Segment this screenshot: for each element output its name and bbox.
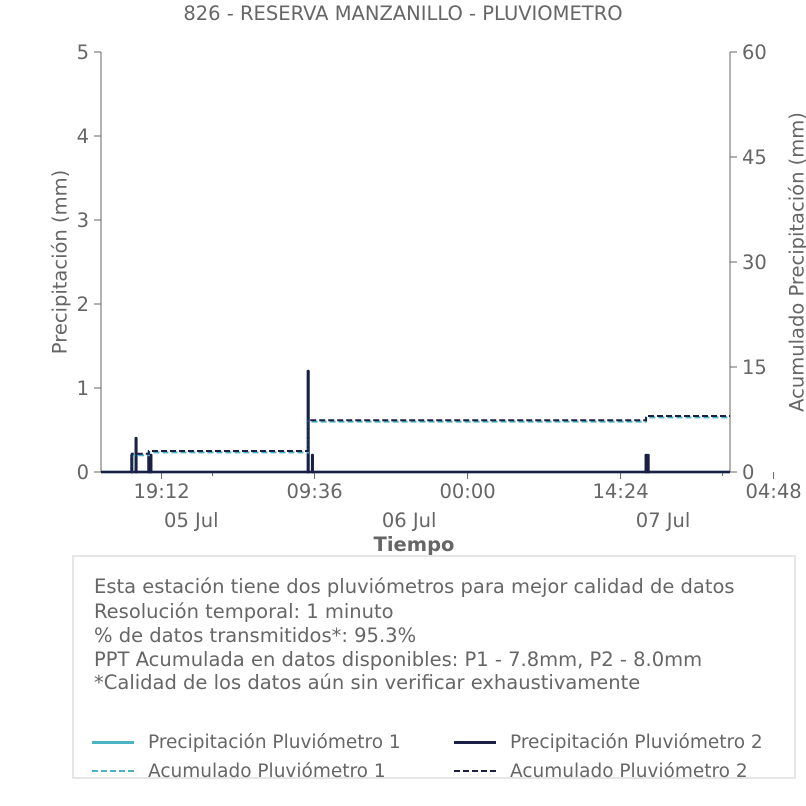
y-tick-label-left: 0 bbox=[77, 461, 89, 484]
x-date-label: 06 Jul bbox=[382, 509, 437, 532]
y-tick-label-left: 5 bbox=[77, 41, 89, 64]
legend-item-p1-precip: Precipitación Pluviómetro 1 bbox=[92, 730, 401, 754]
x-tick-label: 04:48 bbox=[745, 480, 801, 503]
note-line: *Calidad de los datos aún sin verificar … bbox=[94, 671, 641, 694]
accum-line bbox=[101, 415, 730, 473]
x-tick-label: 09:36 bbox=[286, 480, 342, 503]
legend-swatch bbox=[454, 770, 496, 772]
legend-label: Acumulado Pluviómetro 1 bbox=[148, 760, 386, 782]
legend-swatch bbox=[92, 770, 134, 772]
x-date-label: 05 Jul bbox=[164, 509, 219, 532]
legend-label: Precipitación Pluviómetro 2 bbox=[510, 731, 763, 753]
x-date-label: 07 Jul bbox=[636, 509, 691, 532]
chart-title: 826 - RESERVA MANZANILLO - PLUVIOMETRO bbox=[183, 2, 623, 25]
legend-item-p2-precip: Precipitación Pluviómetro 2 bbox=[454, 730, 763, 754]
note-line: Esta estación tiene dos pluviómetros par… bbox=[94, 575, 735, 598]
y-tick-label-left: 1 bbox=[77, 377, 89, 400]
note-line: Resolución temporal: 1 minuto bbox=[94, 600, 394, 623]
x-axis-label: Tiempo bbox=[373, 533, 455, 556]
legend-item-p1-accum: Acumulado Pluviómetro 1 bbox=[92, 759, 386, 783]
y-tick-label-left: 2 bbox=[77, 293, 89, 316]
y-tick-label-left: 4 bbox=[77, 125, 89, 148]
note-line: PPT Acumulada en datos disponibles: P1 -… bbox=[94, 648, 703, 671]
legend-item-p2-accum: Acumulado Pluviómetro 2 bbox=[454, 759, 748, 783]
legend-label: Precipitación Pluviómetro 1 bbox=[148, 731, 401, 753]
y-tick-label-right: 45 bbox=[742, 146, 767, 169]
legend-label: Acumulado Pluviómetro 2 bbox=[510, 760, 748, 782]
y-tick-label-right: 30 bbox=[742, 251, 767, 274]
note-line: % de datos transmitidos*: 95.3% bbox=[94, 624, 417, 647]
x-tick-label: 14:24 bbox=[592, 480, 648, 503]
y-tick-label-right: 60 bbox=[742, 41, 767, 64]
accum-line bbox=[101, 416, 730, 473]
y-tick-label-right: 15 bbox=[742, 356, 767, 379]
info-box: Esta estación tiene dos pluviómetros par… bbox=[72, 555, 796, 782]
x-tick-label: 19:12 bbox=[133, 480, 189, 503]
y-tick-label-left: 3 bbox=[77, 209, 89, 232]
legend-swatch bbox=[92, 740, 134, 744]
x-tick-label: 00:00 bbox=[439, 480, 495, 503]
y-tick-label-right: 0 bbox=[742, 461, 754, 484]
y-axis-label-left: Precipitación (mm) bbox=[48, 169, 72, 355]
legend-swatch bbox=[454, 740, 496, 744]
y-axis-label-right: Acumulado Precipitación (mm) bbox=[785, 112, 806, 412]
